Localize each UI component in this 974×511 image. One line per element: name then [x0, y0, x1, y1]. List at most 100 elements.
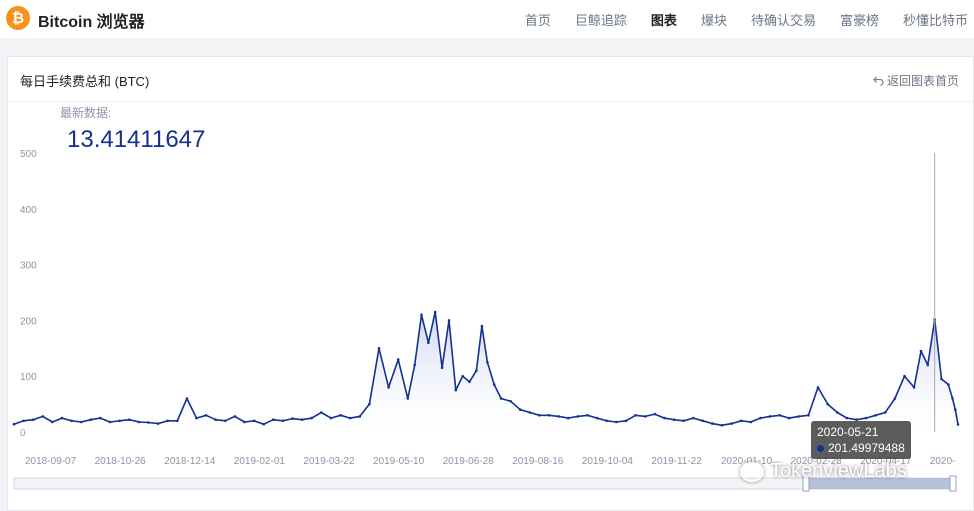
data-point[interactable] — [759, 416, 762, 420]
data-point[interactable] — [919, 349, 923, 353]
data-point[interactable] — [41, 415, 45, 418]
data-point[interactable] — [185, 397, 189, 400]
data-point[interactable] — [433, 310, 437, 314]
data-point[interactable] — [387, 386, 390, 389]
data-point[interactable] — [204, 414, 208, 417]
data-point[interactable] — [954, 408, 957, 412]
data-point[interactable] — [807, 414, 810, 417]
data-point[interactable] — [595, 416, 599, 420]
nav-item-5[interactable]: 富豪榜 — [839, 13, 879, 28]
data-point[interactable] — [137, 420, 141, 424]
data-point[interactable] — [653, 412, 657, 416]
data-point[interactable] — [519, 408, 522, 412]
data-point[interactable] — [926, 363, 930, 367]
data-point[interactable] — [672, 418, 676, 422]
data-point[interactable] — [826, 402, 829, 406]
bitcoin-logo-icon[interactable]: ₿ — [6, 6, 30, 30]
nav-item-6[interactable]: 秒懂比特币 — [902, 13, 968, 28]
data-point[interactable] — [118, 419, 121, 423]
data-point[interactable] — [912, 386, 916, 389]
data-point[interactable] — [547, 414, 551, 417]
data-point[interactable] — [214, 418, 217, 422]
nav-item-2[interactable]: 图表 — [650, 13, 677, 28]
data-point[interactable] — [440, 366, 444, 370]
data-point[interactable] — [874, 414, 877, 417]
data-point[interactable] — [691, 416, 695, 420]
data-point[interactable] — [147, 421, 150, 424]
data-point[interactable] — [492, 383, 496, 386]
data-point[interactable] — [615, 420, 618, 424]
nav-item-0[interactable]: 首页 — [524, 13, 551, 28]
data-point[interactable] — [447, 319, 451, 322]
data-point[interactable] — [797, 415, 801, 418]
data-point[interactable] — [339, 414, 342, 417]
data-point[interactable] — [682, 419, 685, 423]
data-point[interactable] — [768, 415, 772, 418]
data-point[interactable] — [156, 422, 160, 425]
data-point[interactable] — [956, 423, 960, 426]
data-zoom-slider[interactable] — [13, 475, 957, 492]
data-point[interactable] — [166, 419, 169, 423]
data-point[interactable] — [89, 418, 93, 422]
data-point[interactable] — [396, 358, 400, 361]
data-point[interactable] — [557, 415, 560, 418]
data-point[interactable] — [663, 416, 666, 420]
data-point[interactable] — [538, 414, 541, 417]
data-point[interactable] — [586, 414, 589, 417]
data-point[interactable] — [243, 420, 246, 424]
data-point[interactable] — [224, 419, 227, 423]
data-point[interactable] — [12, 422, 16, 426]
data-point[interactable] — [377, 347, 381, 350]
zoom-selection[interactable] — [806, 478, 952, 489]
nav-item-1[interactable]: 巨鲸追踪 — [574, 13, 627, 28]
data-point[interactable] — [528, 411, 532, 414]
data-point[interactable] — [720, 424, 724, 427]
data-point[interactable] — [951, 397, 954, 400]
data-point[interactable] — [499, 397, 503, 400]
data-point[interactable] — [845, 416, 849, 420]
data-point[interactable] — [406, 397, 410, 400]
data-point[interactable] — [176, 419, 179, 423]
data-point[interactable] — [576, 415, 580, 418]
data-point[interactable] — [461, 374, 465, 378]
nav-item-4[interactable]: 待确认交易 — [750, 13, 816, 28]
data-point[interactable] — [836, 411, 839, 414]
data-point[interactable] — [22, 419, 25, 423]
data-point[interactable] — [427, 341, 430, 345]
data-point[interactable] — [947, 383, 950, 386]
data-point[interactable] — [816, 386, 820, 389]
back-link-label[interactable]: 返回图表首页 — [886, 74, 959, 88]
data-point[interactable] — [60, 416, 64, 420]
data-point[interactable] — [701, 419, 705, 423]
data-point[interactable] — [51, 420, 54, 424]
data-point[interactable] — [291, 417, 294, 420]
data-point[interactable] — [329, 416, 333, 420]
data-point[interactable] — [903, 374, 906, 378]
data-point[interactable] — [454, 388, 458, 392]
data-point[interactable] — [413, 363, 417, 367]
data-point[interactable] — [567, 416, 570, 420]
data-point[interactable] — [778, 414, 781, 417]
data-point[interactable] — [108, 420, 112, 424]
data-point[interactable] — [509, 400, 512, 403]
data-point[interactable] — [99, 416, 102, 420]
data-point[interactable] — [884, 411, 887, 414]
data-point[interactable] — [31, 418, 35, 422]
data-point[interactable] — [475, 369, 478, 372]
data-point[interactable] — [480, 324, 484, 328]
nav-item-3[interactable]: 爆块 — [700, 13, 727, 28]
data-point[interactable] — [634, 414, 637, 417]
data-point[interactable] — [730, 422, 733, 425]
data-point[interactable] — [468, 380, 471, 384]
data-point[interactable] — [320, 411, 323, 414]
data-point[interactable] — [70, 419, 73, 423]
data-point[interactable] — [486, 361, 489, 364]
data-point[interactable] — [368, 402, 371, 406]
data-point[interactable] — [420, 313, 423, 317]
app-title[interactable]: Bitcoin 浏览器 — [38, 14, 145, 31]
data-point[interactable] — [624, 419, 628, 423]
data-point[interactable] — [605, 419, 608, 423]
data-point[interactable] — [195, 416, 198, 420]
data-point[interactable] — [749, 420, 753, 424]
